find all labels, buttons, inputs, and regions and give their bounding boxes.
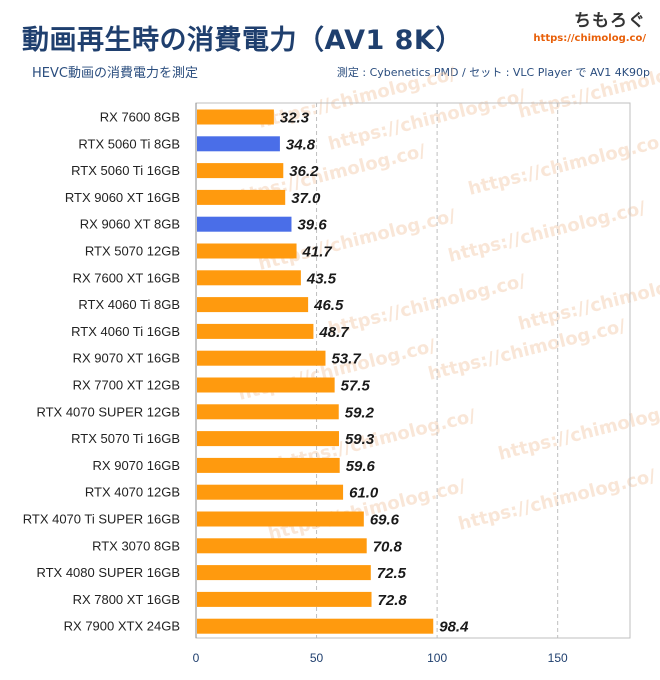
bar-14 [197,484,344,500]
chart-subtitle: HEVC動画の消費電力を測定 [32,66,198,81]
category-label: RTX 5070 Ti 16GB [71,431,180,446]
value-label: 36.2 [289,163,319,180]
watermark-text: https://chimolog.co/ [256,205,458,274]
value-label: 43.5 [306,270,337,287]
value-label: 32.3 [280,110,310,127]
category-label: RX 7600 XT 16GB [73,270,180,285]
category-label: RX 7800 XT 16GB [73,592,180,607]
watermark-text: https://chimolog.co/ [326,270,528,339]
category-label: RX 7600 8GB [100,110,180,125]
category-label: RX 7700 XT 12GB [73,378,180,393]
bar-10 [197,377,335,393]
brand-url: https://chimolog.co/ [533,33,646,44]
value-label: 46.5 [313,297,344,314]
bar-8 [197,323,314,339]
x-tick-label: 100 [427,651,447,665]
category-label: RX 7900 XTX 24GB [64,619,180,634]
bar-15 [197,511,364,527]
bar-layer [197,109,434,634]
watermark-text: https://chimolog.co/ [236,335,438,404]
bar-13 [197,457,340,473]
watermark-text: https://chimolog.co/ [516,53,660,122]
watermark-text: https://chimolog.co/ [496,395,660,464]
bar-12 [197,431,339,447]
value-label: 69.6 [370,512,400,529]
category-label: RX 9060 XT 8GB [80,217,180,232]
bar-16 [197,538,367,554]
value-label: 61.0 [349,485,379,502]
bar-4 [197,216,292,232]
value-label: 41.7 [302,244,333,261]
category-label: RTX 3070 8GB [92,538,180,553]
value-label: 59.3 [345,431,375,448]
watermark-text: https://chimolog.co/ [466,130,660,199]
value-label: 39.6 [297,217,327,234]
category-label: RTX 5060 Ti 8GB [78,136,180,151]
brand-logo: ちもろぐ https://chimolog.co/ [533,6,646,44]
value-label: 70.8 [373,538,403,555]
value-label: 59.6 [346,458,376,475]
measurement-note: 測定 : Cybenetics PMD / セット : VLC Player で… [336,66,650,79]
category-label: RTX 4070 SUPER 12GB [36,404,180,419]
x-tick-label: 0 [193,651,200,665]
category-label: RTX 9060 XT 16GB [65,190,180,205]
category-label: RTX 4080 SUPER 16GB [36,565,180,580]
category-label: RTX 4070 Ti SUPER 16GB [23,512,180,527]
bar-6 [197,270,301,286]
bar-19 [197,618,434,634]
value-label: 59.2 [345,404,375,421]
category-label: RTX 4060 Ti 8GB [78,297,180,312]
bar-1 [197,136,280,152]
value-label: 57.5 [341,378,371,395]
category-label: RX 9070 16GB [93,458,180,473]
value-label: 37.0 [291,190,321,207]
tick-layer: 0 50 100 150 [193,651,568,665]
x-tick-label: 50 [310,651,324,665]
value-label: 48.7 [318,324,349,341]
bar-3 [197,189,286,205]
bar-18 [197,591,372,607]
brand-name: ちもろぐ [574,11,646,31]
category-label: RTX 5060 Ti 16GB [71,163,180,178]
category-label: RX 9070 XT 16GB [73,351,180,366]
value-label: 34.8 [286,136,316,153]
bar-0 [197,109,274,125]
chart-title: 動画再生時の消費電力（AV1 8K） [22,25,463,56]
bar-9 [197,350,326,366]
category-label: RTX 5070 12GB [85,244,180,259]
value-label: 98.4 [439,619,469,636]
category-label: RTX 4060 Ti 16GB [71,324,180,339]
label-layer: RX 7600 8GB 32.3 RTX 5060 Ti 8GB 34.8 RTX 50… [23,110,469,636]
bar-7 [197,297,309,313]
watermark-text: https://chimolog.co/ [446,197,648,266]
bar-11 [197,404,339,420]
bar-17 [197,565,371,581]
x-tick-label: 150 [548,651,568,665]
value-label: 72.5 [377,565,407,582]
value-label: 72.8 [378,592,408,609]
category-label: RTX 4070 12GB [85,485,180,500]
bar-2 [197,163,284,179]
value-label: 53.7 [331,351,361,368]
bar-5 [197,243,297,259]
grid-layer [195,102,631,639]
